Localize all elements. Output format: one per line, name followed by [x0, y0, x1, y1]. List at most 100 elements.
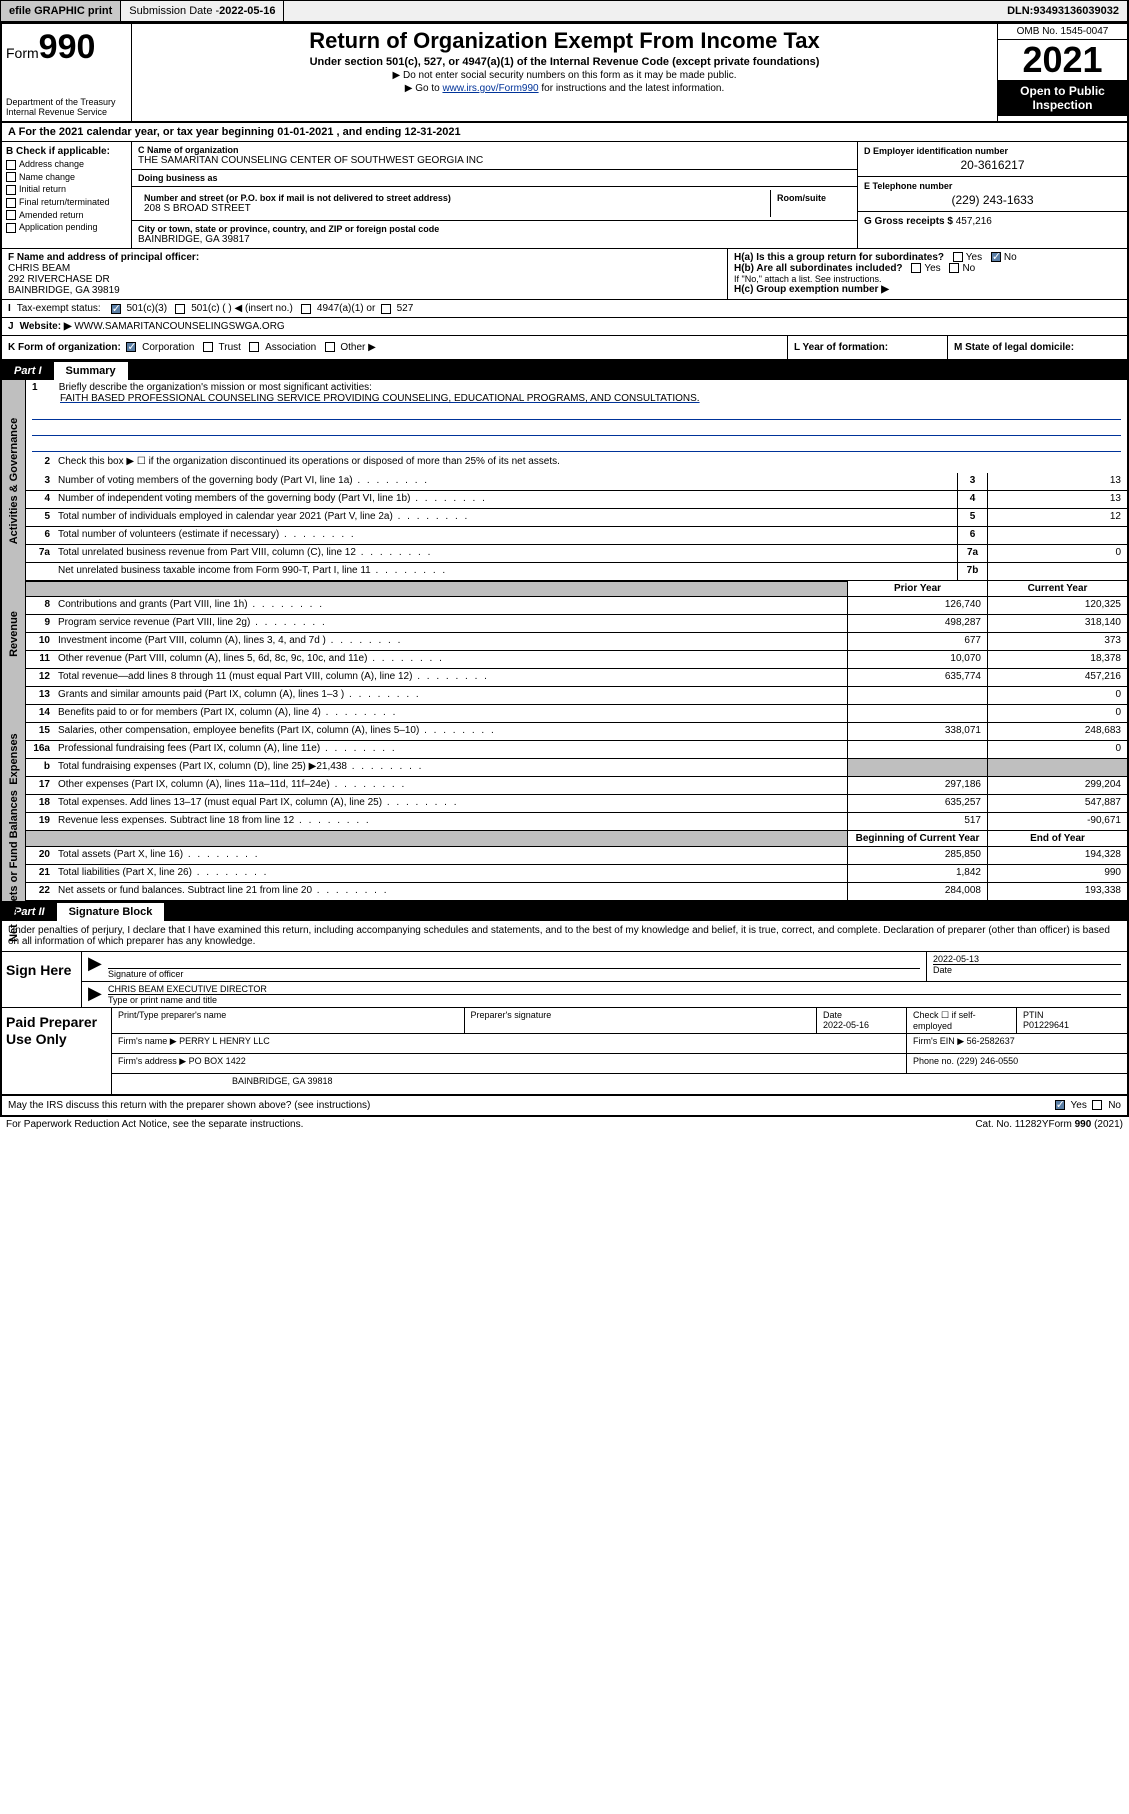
data-line: 13Grants and similar amounts paid (Part …	[26, 687, 1127, 705]
form-prefix: Form	[6, 45, 39, 61]
dln-value: 93493136039032	[1033, 5, 1119, 17]
discuss-yes-chk[interactable]	[1055, 1100, 1065, 1110]
col-c: C Name of organization THE SAMARITAN COU…	[132, 142, 857, 248]
data-line: 15Salaries, other compensation, employee…	[26, 723, 1127, 741]
officer-addr1: 292 RIVERCHASE DR	[8, 274, 721, 285]
part1-num: Part I	[2, 362, 54, 380]
dln-label: DLN:	[1007, 5, 1033, 17]
header-right: OMB No. 1545-0047 2021 Open to Public In…	[997, 24, 1127, 121]
chk-final-return[interactable]: Final return/terminated	[6, 197, 127, 208]
addr-label: Number and street (or P.O. box if mail i…	[144, 193, 764, 203]
chk-amended-return[interactable]: Amended return	[6, 210, 127, 221]
org-name-label: C Name of organization	[138, 145, 851, 155]
discuss-line: May the IRS discuss this return with the…	[0, 1096, 1129, 1115]
ptin-value: P01229641	[1023, 1020, 1069, 1030]
data-line: 8Contributions and grants (Part VIII, li…	[26, 597, 1127, 615]
tax-year-begin: 01-01-2021	[277, 126, 333, 138]
city-state-zip: BAINBRIDGE, GA 39817	[138, 234, 851, 245]
gov-line: 4Number of independent voting members of…	[26, 491, 1127, 509]
efile-print-button[interactable]: efile GRAPHIC print	[1, 1, 121, 21]
expenses-section: Expenses 13Grants and similar amounts pa…	[0, 687, 1129, 831]
firm-city: BAINBRIDGE, GA 39818	[112, 1074, 1127, 1094]
firm-ein: 56-2582637	[967, 1036, 1015, 1046]
chk-address-change[interactable]: Address change	[6, 159, 127, 170]
ssn-note: ▶ Do not enter social security numbers o…	[140, 70, 989, 81]
gov-line: Net unrelated business taxable income fr…	[26, 563, 1127, 581]
data-line: 11Other revenue (Part VIII, column (A), …	[26, 651, 1127, 669]
header-mid: Return of Organization Exempt From Incom…	[132, 24, 997, 121]
prior-year-hdr: Prior Year	[847, 581, 987, 596]
sig-arrow-icon: ▶	[82, 952, 102, 981]
street-address: 208 S BROAD STREET	[144, 203, 764, 214]
form-title: Return of Organization Exempt From Incom…	[140, 28, 989, 54]
prep-row-2: Firm's name ▶ PERRY L HENRY LLC Firm's E…	[112, 1034, 1127, 1054]
irs-link[interactable]: www.irs.gov/Form990	[442, 83, 538, 94]
dept-treasury: Department of the Treasury Internal Reve…	[6, 97, 127, 117]
dln: DLN: 93493136039032	[999, 1, 1128, 21]
part1-title: Summary	[54, 362, 128, 380]
open-to-public: Open to Public Inspection	[998, 80, 1127, 116]
phone-label: E Telephone number	[864, 181, 1121, 191]
submission-label: Submission Date -	[129, 5, 219, 17]
sign-here-label: Sign Here	[2, 952, 82, 1007]
chk-527[interactable]	[381, 304, 391, 314]
chk-corporation[interactable]	[126, 342, 136, 352]
k-l-m-line: K Form of organization: Corporation Trus…	[0, 336, 1129, 360]
chk-name-change[interactable]: Name change	[6, 172, 127, 183]
print-name-label: Type or print name and title	[108, 994, 1121, 1005]
data-line: 9Program service revenue (Part VIII, lin…	[26, 615, 1127, 633]
chk-4947[interactable]	[301, 304, 311, 314]
paid-preparer-label: Paid Preparer Use Only	[2, 1008, 112, 1094]
tax-year: 2021	[998, 40, 1127, 80]
top-bar: efile GRAPHIC print Submission Date - 20…	[0, 0, 1129, 22]
sig-officer-label: Signature of officer	[108, 968, 920, 979]
col-d: D Employer identification number 20-3616…	[857, 142, 1127, 248]
form-header: Form990 Department of the Treasury Inter…	[0, 22, 1129, 121]
paid-preparer-block: Paid Preparer Use Only Print/Type prepar…	[0, 1008, 1129, 1096]
signature-intro: Under penalties of perjury, I declare th…	[0, 921, 1129, 952]
chk-trust[interactable]	[203, 342, 213, 352]
sig-date-label: Date	[933, 964, 1121, 975]
form-subtitle: Under section 501(c), 527, or 4947(a)(1)…	[140, 56, 989, 68]
submission-date: Submission Date - 2022-05-16	[121, 1, 284, 21]
chk-initial-return[interactable]: Initial return	[6, 184, 127, 195]
h-block: H(a) Is this a group return for subordin…	[727, 249, 1127, 299]
chk-501c[interactable]	[175, 304, 185, 314]
ein-value: 20-3616217	[864, 158, 1121, 172]
chk-association[interactable]	[249, 342, 259, 352]
sign-here-block: Sign Here ▶ Signature of officer 2022-05…	[0, 952, 1129, 1008]
begin-year-hdr: Beginning of Current Year	[847, 831, 987, 846]
prep-sig-label: Preparer's signature	[465, 1008, 818, 1033]
firm-phone: (229) 246-0550	[957, 1056, 1019, 1066]
tax-exempt-label: Tax-exempt status:	[17, 303, 101, 314]
omb-number: OMB No. 1545-0047	[998, 24, 1127, 40]
data-line: 21Total liabilities (Part X, line 26)1,8…	[26, 865, 1127, 883]
prep-row-4: BAINBRIDGE, GA 39818	[112, 1074, 1127, 1094]
gov-line: 6Total number of volunteers (estimate if…	[26, 527, 1127, 545]
chk-application-pending[interactable]: Application pending	[6, 222, 127, 233]
data-line: 10Investment income (Part VIII, column (…	[26, 633, 1127, 651]
data-line: 12Total revenue—add lines 8 through 11 (…	[26, 669, 1127, 687]
prep-date: 2022-05-16	[823, 1020, 869, 1030]
gov-line: 7aTotal unrelated business revenue from …	[26, 545, 1127, 563]
form-990-footer: Form 990 (2021)	[1049, 1119, 1123, 1130]
firm-name: PERRY L HENRY LLC	[179, 1036, 270, 1046]
part1-header: Part I Summary	[0, 360, 1129, 380]
org-name: THE SAMARITAN COUNSELING CENTER OF SOUTH…	[138, 155, 851, 166]
line-a: A For the 2021 calendar year, or tax yea…	[0, 121, 1129, 142]
firm-address: PO BOX 1422	[189, 1056, 246, 1066]
goto-note: ▶ Go to www.irs.gov/Form990 for instruct…	[140, 83, 989, 94]
prep-row-3: Firm's address ▶ PO BOX 1422 Phone no. (…	[112, 1054, 1127, 1074]
part2-header: Part II Signature Block	[0, 903, 1129, 921]
prep-self-employed: Check ☐ if self-employed	[907, 1008, 1017, 1033]
chk-other[interactable]	[325, 342, 335, 352]
gov-line: 3Number of voting members of the governi…	[26, 473, 1127, 491]
discuss-no-chk[interactable]	[1092, 1100, 1102, 1110]
prep-row-1: Print/Type preparer's name Preparer's si…	[112, 1008, 1127, 1034]
m-label: M State of legal domicile:	[954, 342, 1074, 353]
dba-label: Doing business as	[138, 173, 851, 183]
footer-line: For Paperwork Reduction Act Notice, see …	[0, 1115, 1129, 1132]
tax-year-end: 12-31-2021	[404, 126, 460, 138]
chk-501c3[interactable]	[111, 304, 121, 314]
submission-date-value: 2022-05-16	[219, 5, 275, 17]
